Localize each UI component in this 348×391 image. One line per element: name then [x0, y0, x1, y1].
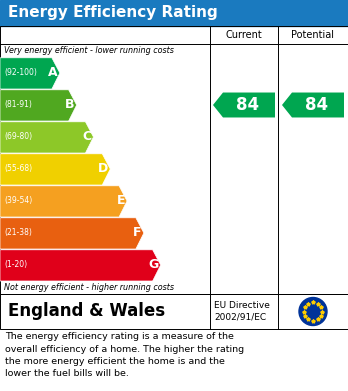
Text: (1-20): (1-20): [4, 260, 27, 269]
Text: 84: 84: [305, 96, 328, 114]
Text: (21-38): (21-38): [4, 228, 32, 237]
Text: 84: 84: [236, 96, 259, 114]
Text: Potential: Potential: [292, 30, 334, 40]
Text: England & Wales: England & Wales: [8, 303, 165, 321]
Polygon shape: [282, 93, 344, 117]
Text: (69-80): (69-80): [4, 133, 32, 142]
Text: C: C: [82, 131, 92, 143]
Text: The energy efficiency rating is a measure of the
overall efficiency of a home. T: The energy efficiency rating is a measur…: [5, 332, 244, 378]
Text: (55-68): (55-68): [4, 165, 32, 174]
Text: F: F: [133, 226, 142, 240]
Text: (81-91): (81-91): [4, 100, 32, 109]
Bar: [0, 294, 348, 329]
Text: A: A: [48, 66, 58, 79]
Bar: [0, 0, 348, 26]
Circle shape: [299, 298, 327, 325]
Polygon shape: [0, 218, 144, 249]
Text: (39-54): (39-54): [4, 197, 32, 206]
Polygon shape: [0, 122, 94, 153]
Polygon shape: [0, 186, 127, 217]
Text: D: D: [98, 163, 108, 176]
Text: Energy Efficiency Rating: Energy Efficiency Rating: [8, 5, 218, 20]
Bar: [0, 26, 348, 294]
Text: G: G: [148, 258, 159, 271]
Polygon shape: [0, 58, 60, 89]
Text: B: B: [65, 99, 75, 111]
Text: EU Directive
2002/91/EC: EU Directive 2002/91/EC: [214, 301, 270, 322]
Polygon shape: [0, 250, 161, 281]
Text: Very energy efficient - lower running costs: Very energy efficient - lower running co…: [4, 46, 174, 55]
Text: (92-100): (92-100): [4, 68, 37, 77]
Polygon shape: [213, 93, 275, 117]
Text: E: E: [117, 194, 125, 208]
Text: Current: Current: [226, 30, 262, 40]
Polygon shape: [0, 90, 77, 121]
Text: Not energy efficient - higher running costs: Not energy efficient - higher running co…: [4, 283, 174, 292]
Polygon shape: [0, 154, 110, 185]
